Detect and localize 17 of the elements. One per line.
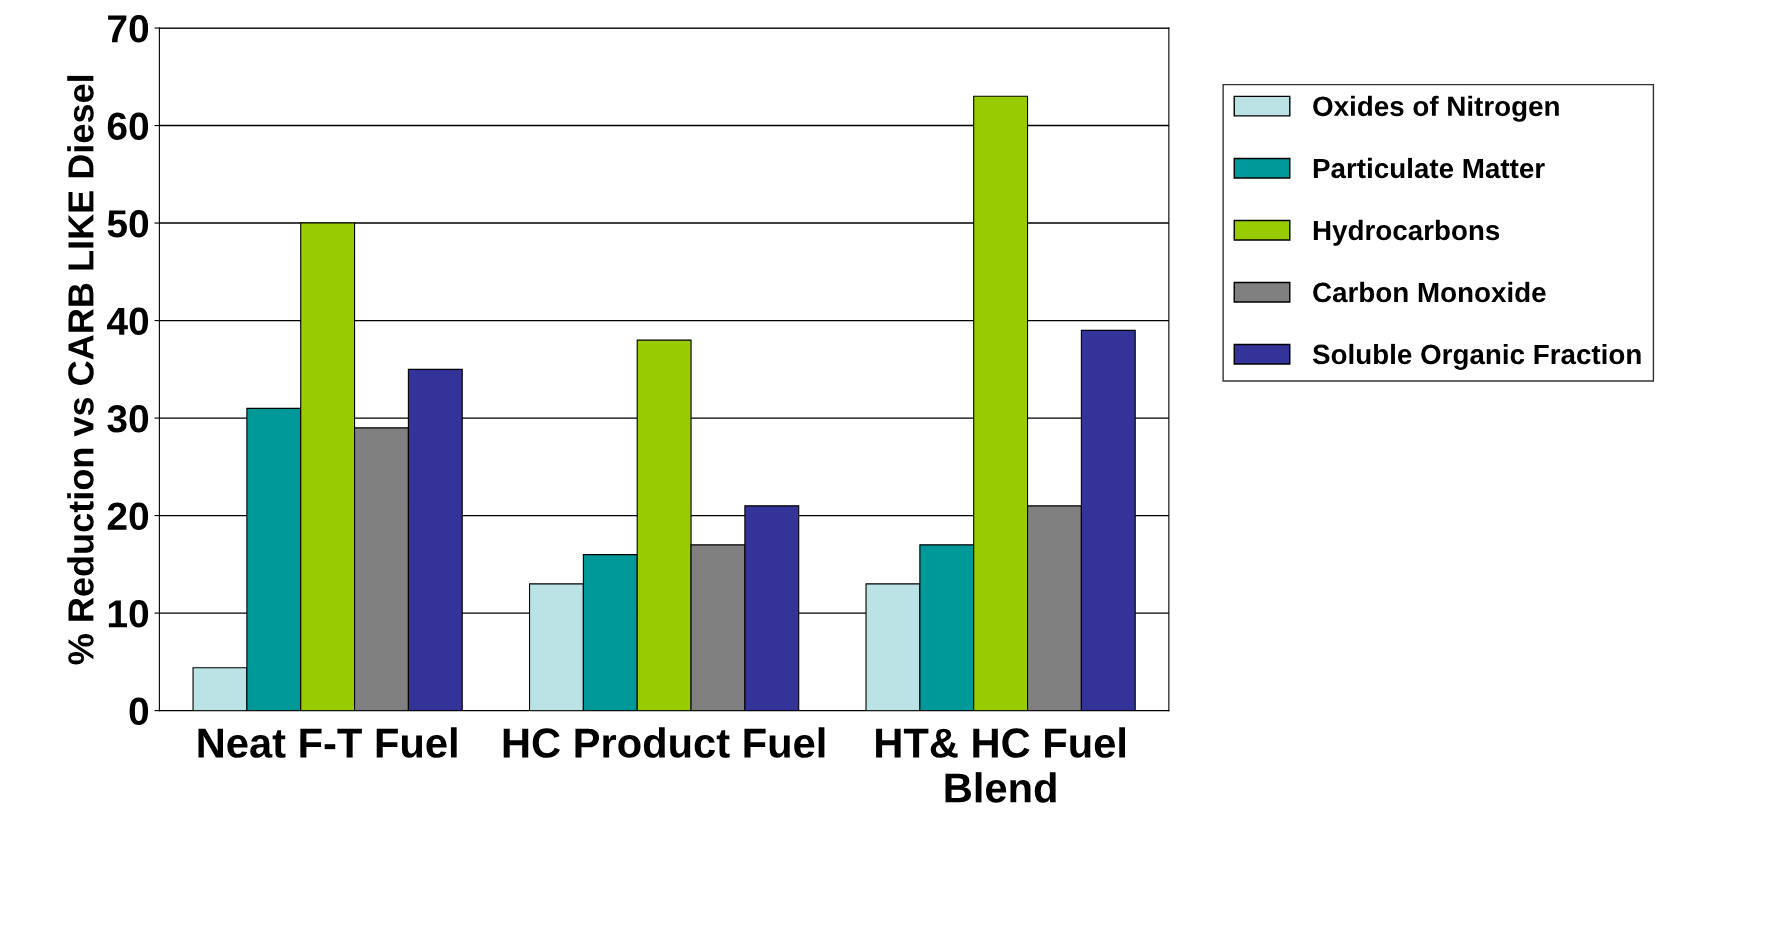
y-tick-label: 40: [107, 307, 149, 336]
y-tick-label: 50: [107, 210, 149, 238]
legend-label: Hydrocarbons: [1313, 219, 1500, 246]
y-axis-title: % Reduction vs CARB LIKE Diesel: [67, 75, 94, 665]
y-tick-label: 0: [129, 697, 149, 726]
y-tick-label: 30: [107, 405, 149, 433]
y-tick-label: 60: [107, 112, 149, 141]
y-tick-label: 10: [108, 600, 149, 628]
x-tick-label: Neat F-T Fuel: [198, 727, 457, 758]
x-tick-label: HT& HC Fuel Blend: [876, 727, 1125, 803]
legend-label: Oxides of Nitrogen: [1313, 95, 1559, 122]
x-tick-label: HC Product Fuel: [503, 727, 825, 758]
legend-label: Carbon Monoxide: [1313, 281, 1546, 303]
y-tick-label: 70: [108, 14, 149, 43]
legend-label: Particulate Matter: [1313, 157, 1545, 179]
y-tick-label: 20: [107, 502, 149, 531]
legend-label: Soluble Organic Fraction: [1312, 343, 1641, 370]
